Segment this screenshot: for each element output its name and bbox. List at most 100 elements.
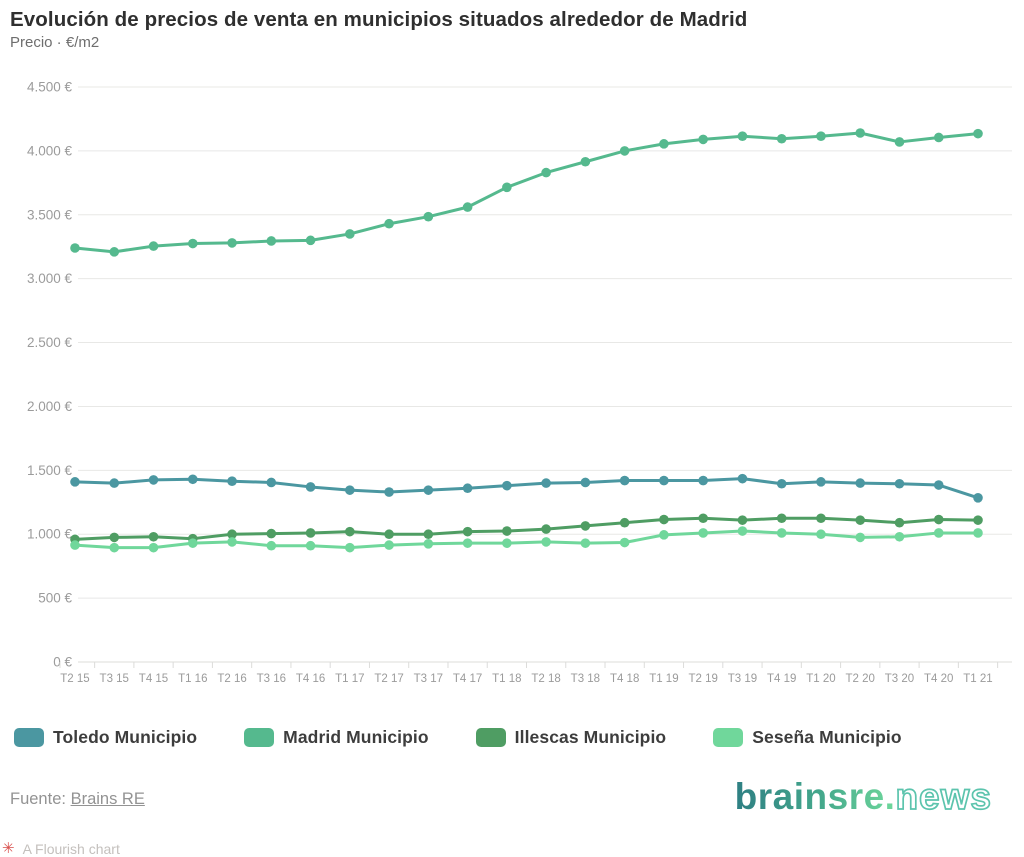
data-point[interactable] (148, 475, 159, 485)
data-point[interactable] (737, 515, 748, 525)
data-point[interactable] (384, 487, 394, 497)
data-point[interactable] (266, 528, 277, 539)
data-point[interactable] (894, 531, 905, 542)
data-point[interactable] (541, 537, 551, 547)
data-point[interactable] (266, 540, 277, 551)
data-point[interactable] (973, 128, 983, 139)
data-point[interactable] (973, 493, 983, 503)
data-point[interactable] (776, 133, 787, 144)
data-point[interactable] (70, 243, 80, 253)
data-point[interactable] (855, 128, 866, 138)
data-point[interactable] (776, 528, 787, 538)
data-point[interactable] (462, 202, 473, 212)
data-point[interactable] (816, 529, 826, 540)
data-point[interactable] (187, 538, 198, 548)
data-point[interactable] (973, 515, 983, 525)
data-point[interactable] (973, 528, 983, 538)
data-point[interactable] (698, 134, 708, 145)
data-point[interactable] (698, 528, 708, 538)
data-point[interactable] (776, 478, 787, 489)
data-point[interactable] (345, 542, 355, 553)
data-point[interactable] (659, 139, 669, 149)
data-point[interactable] (619, 146, 630, 156)
data-point[interactable] (305, 482, 316, 492)
data-point[interactable] (462, 483, 473, 494)
legend-item-illescas-municipio[interactable]: Illescas Municipio (475, 727, 667, 748)
data-point[interactable] (384, 540, 394, 550)
legend-item-madrid-municipio[interactable]: Madrid Municipio (244, 727, 429, 748)
data-point[interactable] (305, 540, 316, 551)
data-point[interactable] (737, 526, 748, 536)
data-point[interactable] (227, 537, 237, 547)
data-point[interactable] (933, 132, 944, 143)
data-point[interactable] (816, 513, 826, 524)
data-point[interactable] (619, 475, 630, 486)
data-point[interactable] (266, 236, 277, 246)
data-point[interactable] (933, 528, 944, 538)
data-point[interactable] (345, 485, 355, 495)
data-point[interactable] (423, 211, 434, 222)
data-point[interactable] (776, 513, 787, 524)
data-point[interactable] (423, 485, 434, 495)
data-point[interactable] (423, 529, 434, 540)
data-point[interactable] (855, 478, 866, 488)
data-point[interactable] (619, 537, 630, 548)
data-point[interactable] (70, 540, 80, 550)
data-point[interactable] (737, 131, 748, 141)
data-point[interactable] (580, 477, 591, 488)
data-point[interactable] (345, 526, 355, 537)
data-point[interactable] (345, 229, 355, 239)
data-point[interactable] (502, 538, 512, 548)
data-point[interactable] (502, 526, 512, 536)
data-point[interactable] (659, 530, 669, 540)
data-point[interactable] (109, 532, 120, 543)
data-point[interactable] (580, 538, 591, 548)
legend-item-toledo-municipio[interactable]: Toledo Municipio (14, 727, 197, 748)
source-link[interactable]: Brains RE (70, 790, 145, 808)
data-point[interactable] (698, 513, 708, 524)
data-point[interactable] (933, 514, 944, 525)
data-point[interactable] (659, 514, 669, 525)
data-point[interactable] (541, 167, 551, 178)
data-point[interactable] (148, 241, 159, 251)
flourish-attribution[interactable]: ✳ A Flourish chart (2, 841, 120, 857)
data-point[interactable] (305, 528, 316, 538)
data-point[interactable] (502, 480, 512, 491)
data-point[interactable] (423, 539, 434, 549)
data-point[interactable] (148, 531, 159, 542)
data-point[interactable] (619, 517, 630, 528)
data-point[interactable] (384, 529, 394, 540)
data-point[interactable] (70, 477, 80, 487)
data-point[interactable] (816, 477, 826, 487)
data-point[interactable] (580, 156, 591, 167)
data-point[interactable] (541, 524, 551, 534)
data-point[interactable] (187, 238, 198, 249)
data-point[interactable] (305, 235, 316, 246)
data-point[interactable] (855, 532, 866, 543)
data-point[interactable] (894, 478, 905, 489)
data-point[interactable] (580, 521, 591, 531)
data-point[interactable] (502, 182, 512, 193)
data-point[interactable] (148, 542, 159, 553)
data-point[interactable] (933, 480, 944, 490)
data-point[interactable] (462, 538, 473, 548)
data-point[interactable] (541, 478, 551, 488)
data-point[interactable] (227, 529, 237, 540)
data-point[interactable] (894, 137, 905, 147)
data-point[interactable] (855, 515, 866, 525)
data-point[interactable] (227, 476, 237, 486)
data-point[interactable] (659, 475, 669, 486)
data-point[interactable] (894, 517, 905, 528)
data-point[interactable] (227, 238, 237, 248)
data-point[interactable] (109, 247, 120, 257)
data-point[interactable] (187, 474, 198, 485)
legend-item-seseña-municipio[interactable]: Seseña Municipio (713, 727, 902, 748)
data-point[interactable] (816, 131, 826, 141)
data-point[interactable] (266, 477, 277, 488)
line-chart-plot[interactable]: 0 € 500 € 1.000 € 1.500 € 2.000 € 2.500 € 3.00… (0, 0, 1024, 710)
data-point[interactable] (737, 473, 748, 484)
data-point[interactable] (462, 526, 473, 537)
data-point[interactable] (109, 478, 120, 488)
data-point[interactable] (698, 475, 708, 486)
data-point[interactable] (109, 542, 120, 553)
